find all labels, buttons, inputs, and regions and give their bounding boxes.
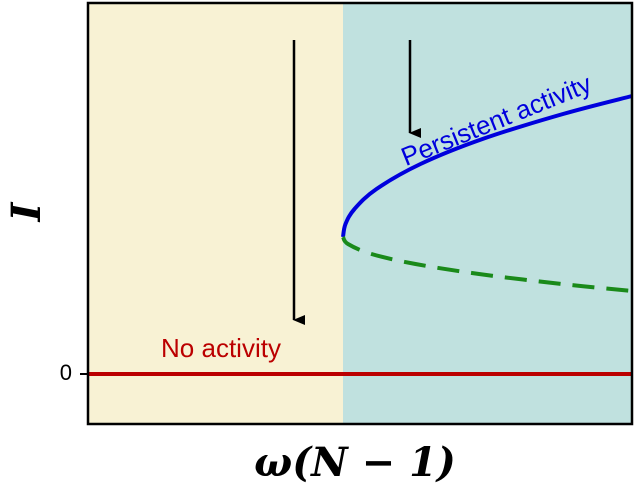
region-bistable: [343, 3, 632, 424]
plot-frame: [86, 1, 634, 426]
x-axis-label: ω(N − 1): [254, 439, 456, 486]
y-tick-label: 0: [60, 360, 72, 385]
branch: [341, 94, 633, 238]
y-axis-label: I: [3, 201, 50, 222]
annotation: No activity: [161, 333, 281, 363]
region-no-activity: [88, 3, 343, 424]
unstable-branch: [341, 235, 633, 293]
